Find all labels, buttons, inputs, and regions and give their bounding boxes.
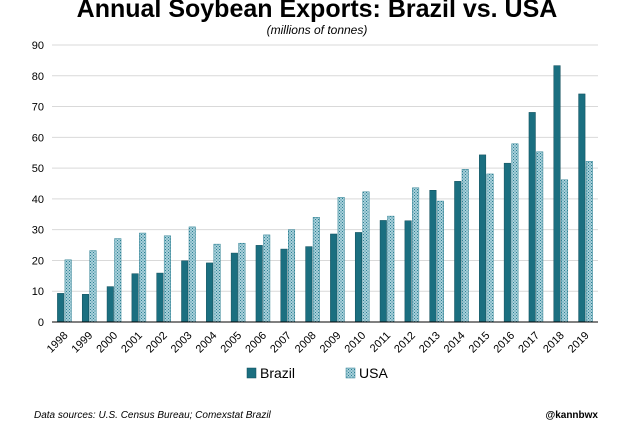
bar-usa-2006 <box>263 234 271 323</box>
bar-usa-2003 <box>188 226 196 323</box>
bar-usa-2017 <box>536 151 544 323</box>
y-tick-label: 0 <box>38 317 44 329</box>
x-tick-label: 2019 <box>566 330 592 356</box>
bar-brazil-2013 <box>429 190 437 323</box>
x-tick-label: 2013 <box>417 330 443 356</box>
x-axis-ticks: 1998 1999 2000 2001 2002 2003 2004 2005 2006 2007… <box>45 330 592 356</box>
bar-brazil-1999 <box>81 294 89 323</box>
bar-usa-2015 <box>486 173 494 323</box>
bar-brazil-2014 <box>454 181 462 323</box>
bar-usa-2002 <box>163 235 171 323</box>
bar-usa-2000 <box>114 238 122 323</box>
bar-brazil-2010 <box>354 232 362 323</box>
x-tick-label: 2017 <box>516 330 542 356</box>
chart-subtitle: (millions of tonnes) <box>267 23 368 37</box>
legend-label-brazil: Brazil <box>260 365 295 381</box>
bars <box>57 65 593 323</box>
bar-brazil-2006 <box>255 245 263 323</box>
x-tick-label: 1998 <box>45 330 71 356</box>
y-tick-label: 90 <box>32 40 44 52</box>
bar-usa-1999 <box>89 250 97 323</box>
bar-brazil-2003 <box>181 260 189 323</box>
data-source-note: Data sources: U.S. Census Bureau; Comexs… <box>34 410 272 421</box>
x-tick-label: 2009 <box>318 330 344 356</box>
bar-usa-2011 <box>387 215 395 323</box>
bar-usa-2004 <box>213 243 221 323</box>
bar-usa-2014 <box>461 169 469 323</box>
y-tick-label: 40 <box>32 194 44 206</box>
bar-usa-2013 <box>436 200 444 323</box>
bar-brazil-2005 <box>230 252 238 323</box>
bar-brazil-1998 <box>57 293 65 323</box>
bar-brazil-2000 <box>106 286 114 323</box>
legend-swatch-brazil <box>246 367 257 379</box>
x-tick-label: 2000 <box>94 330 120 356</box>
y-axis-ticks: 0 10 20 30 40 50 60 70 80 90 <box>32 40 44 329</box>
legend: Brazil USA <box>246 365 388 381</box>
x-tick-label: 2014 <box>442 330 468 356</box>
y-tick-label: 80 <box>32 71 44 83</box>
bar-usa-2010 <box>362 191 370 323</box>
x-tick-label: 2011 <box>368 330 393 355</box>
bar-brazil-2017 <box>528 112 536 323</box>
y-tick-label: 20 <box>32 255 44 267</box>
bar-usa-2008 <box>312 217 320 323</box>
bar-brazil-2008 <box>305 246 313 323</box>
x-tick-label: 2018 <box>541 330 567 356</box>
bar-brazil-2007 <box>280 248 288 323</box>
x-tick-label: 1999 <box>70 330 96 356</box>
x-tick-label: 2006 <box>243 330 269 356</box>
y-tick-label: 10 <box>32 286 44 298</box>
bar-brazil-2009 <box>330 233 338 323</box>
x-tick-label: 2016 <box>491 330 517 356</box>
bar-usa-2001 <box>139 232 147 323</box>
x-tick-label: 2004 <box>194 330 220 356</box>
bar-brazil-2015 <box>479 154 487 323</box>
bar-usa-2005 <box>238 242 246 323</box>
bar-brazil-2011 <box>379 220 387 323</box>
bar-usa-2018 <box>561 179 569 323</box>
bar-usa-1998 <box>64 259 72 323</box>
x-tick-label: 2008 <box>293 330 319 356</box>
x-tick-label: 2010 <box>343 330 369 356</box>
x-tick-label: 2003 <box>169 330 195 356</box>
y-tick-label: 70 <box>32 102 44 114</box>
bar-brazil-2002 <box>156 272 164 323</box>
bar-brazil-2019 <box>578 93 586 323</box>
x-tick-label: 2007 <box>268 330 294 356</box>
x-tick-label: 2001 <box>119 330 145 356</box>
bar-brazil-2001 <box>131 273 139 323</box>
bar-brazil-2012 <box>404 220 412 323</box>
x-tick-label: 2005 <box>218 330 244 356</box>
x-tick-label: 2012 <box>392 330 418 356</box>
legend-label-usa: USA <box>359 365 388 381</box>
x-tick-label: 2002 <box>144 330 170 356</box>
chart-title: Annual Soybean Exports: Brazil vs. USA <box>77 0 558 23</box>
bar-usa-2009 <box>337 197 345 323</box>
bar-brazil-2016 <box>503 162 511 323</box>
y-tick-label: 60 <box>32 132 44 144</box>
bar-usa-2012 <box>412 187 420 323</box>
legend-swatch-usa <box>345 367 356 379</box>
bar-usa-2007 <box>288 229 296 323</box>
bar-usa-2016 <box>511 143 519 323</box>
y-tick-label: 50 <box>32 163 44 175</box>
bar-brazil-2004 <box>206 262 214 323</box>
x-tick-label: 2015 <box>467 330 493 356</box>
author-handle: @kannbwx <box>545 410 598 421</box>
bar-usa-2019 <box>585 161 593 323</box>
bar-brazil-2018 <box>553 65 561 323</box>
y-tick-label: 30 <box>32 225 44 237</box>
